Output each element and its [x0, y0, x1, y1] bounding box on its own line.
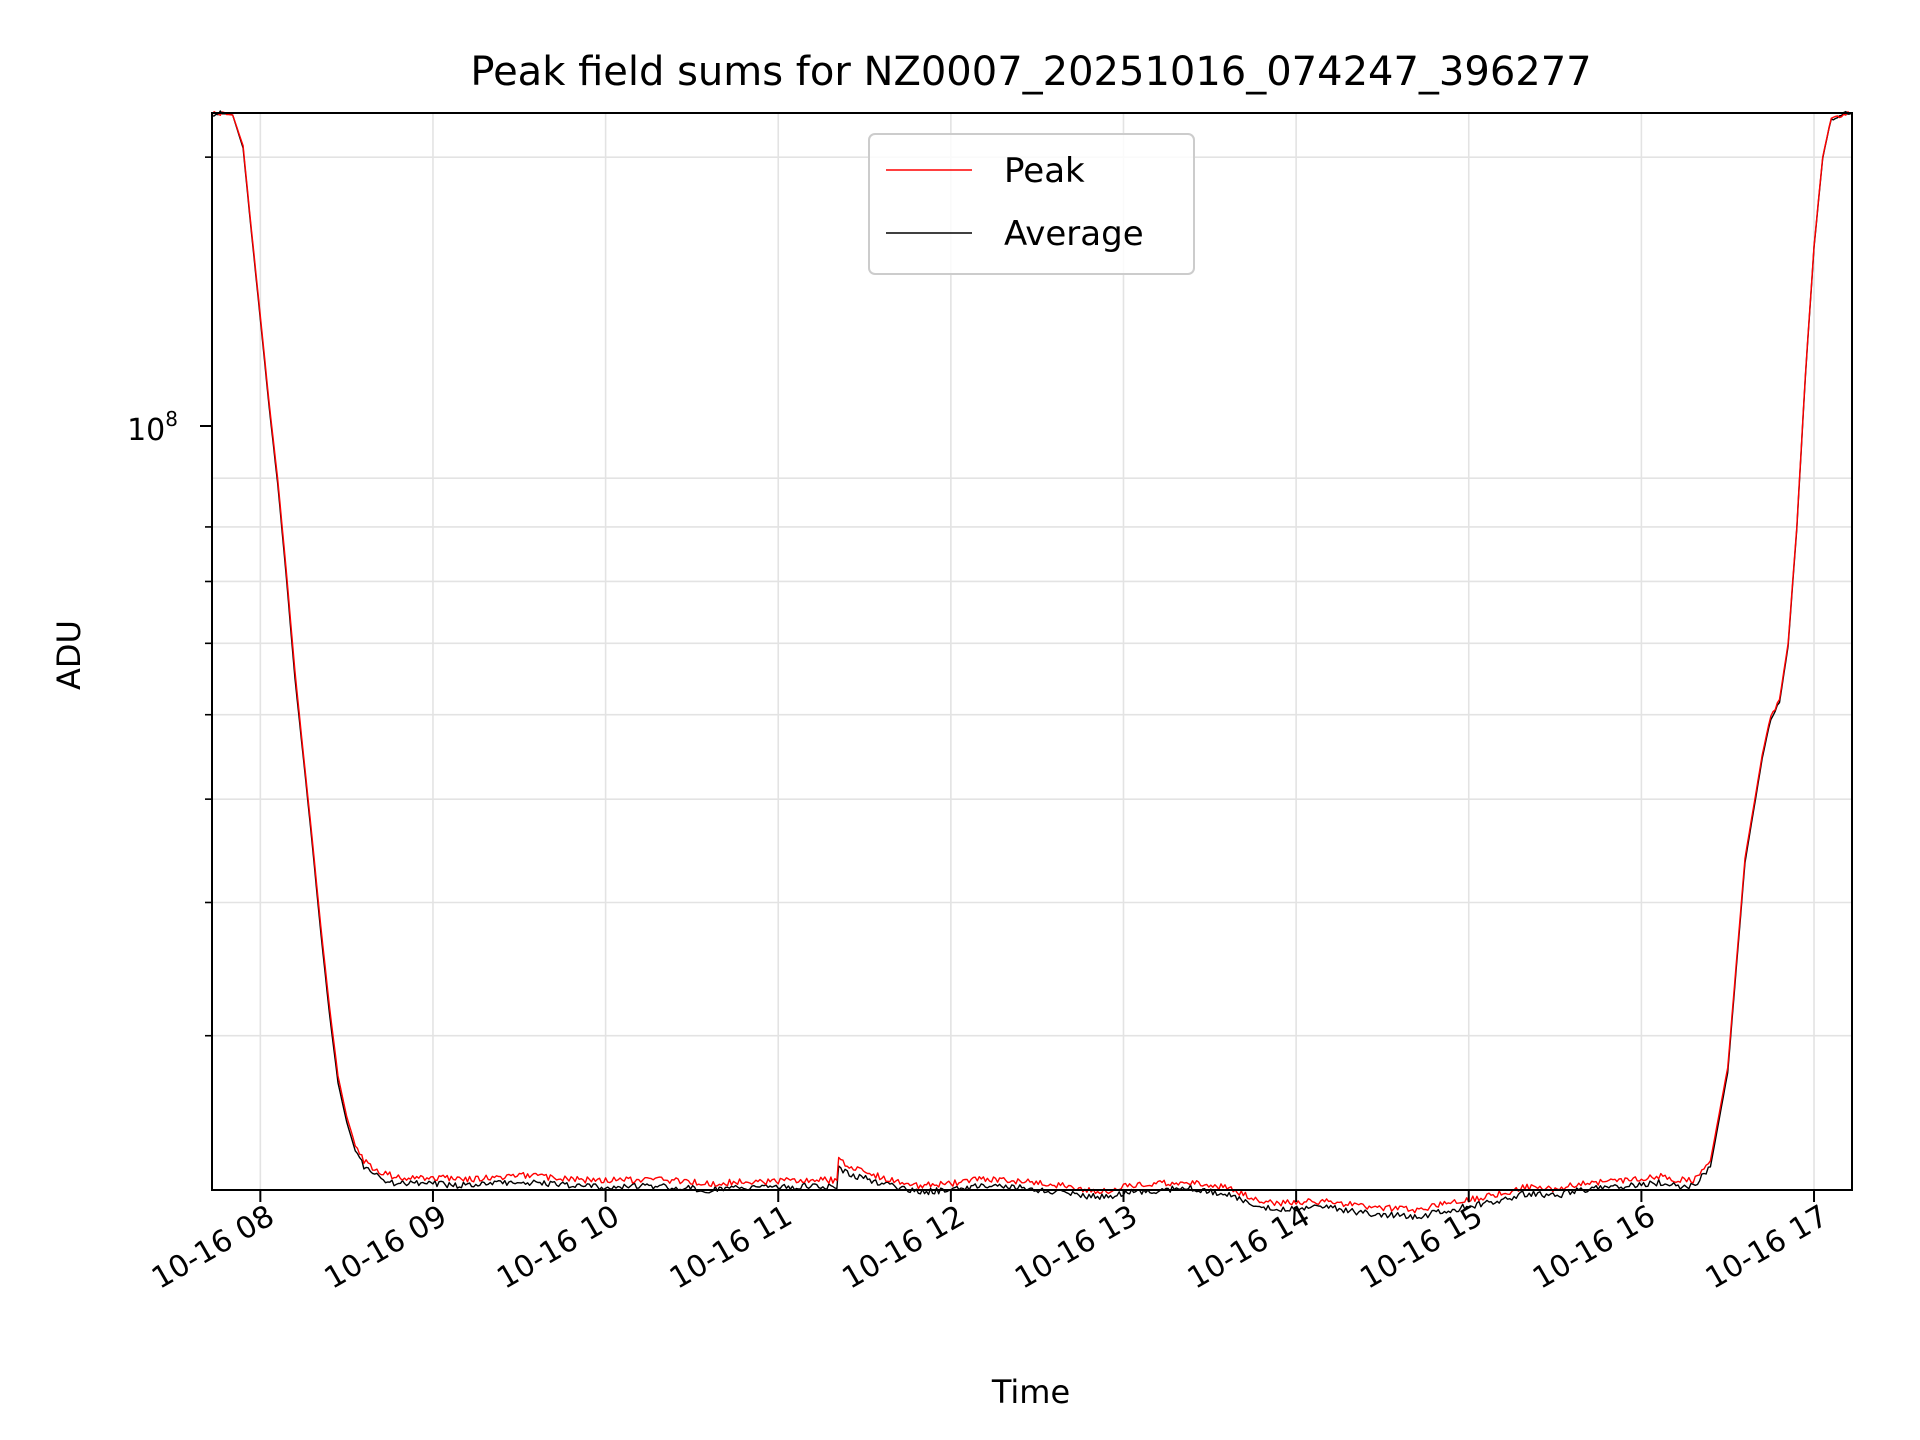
grid: [212, 113, 1852, 1190]
plot-frame: [211, 112, 1853, 1191]
chart-title: Peak field sums for NZ0007_20251016_0742…: [470, 49, 1591, 95]
y-axis: 108: [127, 407, 212, 448]
y-tick-label: 108: [127, 407, 178, 448]
legend-label-peak: Peak: [1004, 151, 1085, 191]
y-minor-ticks: [205, 156, 212, 1037]
series-line-peak: [211, 110, 1853, 1214]
legend-label-average: Average: [1004, 214, 1144, 254]
legend: Peak Average: [868, 133, 1195, 275]
x-axis-label: Time: [991, 1373, 1070, 1411]
legend-box: [868, 133, 1195, 275]
series-line-average: [211, 110, 1853, 1220]
series-layer: [211, 110, 1853, 1220]
y-axis-label: ADU: [50, 620, 88, 690]
